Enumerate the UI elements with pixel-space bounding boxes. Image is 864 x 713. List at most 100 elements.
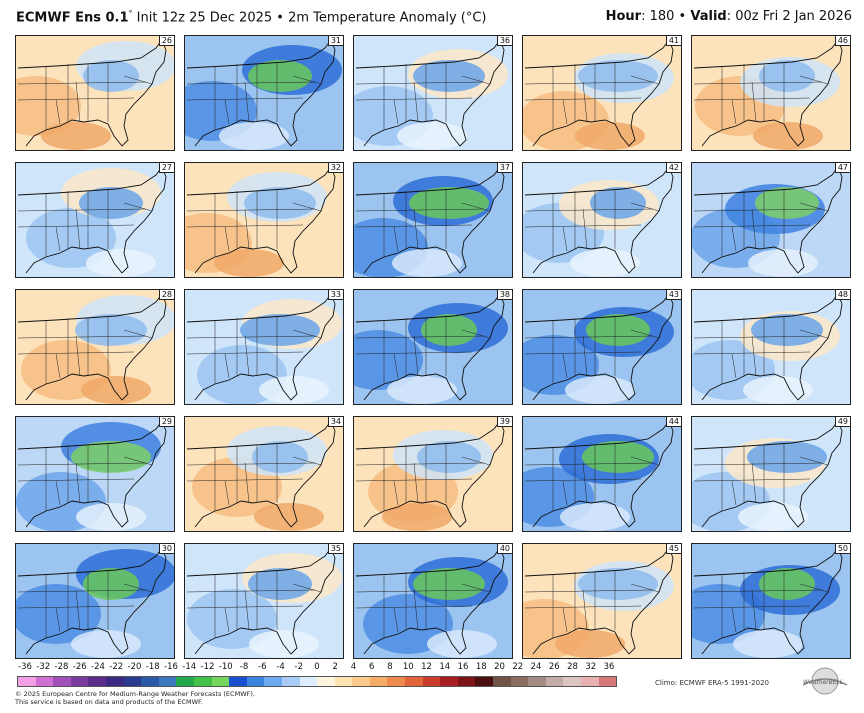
state-borders bbox=[17, 316, 153, 384]
member-number: 36 bbox=[496, 36, 512, 46]
anomaly-shading bbox=[83, 60, 139, 92]
coastline bbox=[693, 39, 843, 147]
anomaly-shading bbox=[249, 630, 319, 658]
colorbar-tick-label: -36 bbox=[18, 662, 32, 672]
anomaly-map bbox=[692, 544, 850, 658]
anomaly-shading bbox=[578, 568, 658, 600]
state-borders bbox=[186, 570, 322, 638]
colorbar-tick-label: 4 bbox=[350, 662, 357, 672]
member-number: 31 bbox=[327, 36, 343, 46]
state-borders bbox=[693, 443, 829, 511]
coastline bbox=[17, 39, 167, 147]
hour-label: Hour bbox=[605, 9, 642, 24]
coastline bbox=[17, 293, 167, 401]
colorbar-tick-label: 32 bbox=[585, 662, 597, 672]
colorbar-tick-label: -28 bbox=[54, 662, 69, 672]
anomaly-shading bbox=[578, 60, 658, 92]
anomaly-shading bbox=[248, 60, 312, 92]
ensemble-member-panel: 42 bbox=[522, 162, 682, 278]
anomaly-map bbox=[185, 290, 343, 404]
anomaly-map bbox=[185, 163, 343, 277]
colorbar-swatch bbox=[334, 677, 353, 686]
colorbar-swatch bbox=[281, 677, 300, 686]
anomaly-shading bbox=[387, 376, 457, 404]
state-borders bbox=[693, 189, 829, 257]
member-number: 34 bbox=[327, 417, 343, 427]
ensemble-member-panel: 48 bbox=[691, 289, 851, 405]
anomaly-map bbox=[16, 417, 174, 531]
member-number: 38 bbox=[496, 290, 512, 300]
degree-mark: ° bbox=[128, 9, 133, 18]
colorbar-tick-label: 0 bbox=[314, 662, 320, 672]
coastline bbox=[355, 547, 505, 655]
colorbar-swatch bbox=[563, 677, 581, 686]
anomaly-map bbox=[692, 36, 850, 150]
anomaly-map bbox=[692, 163, 850, 277]
anomaly-map bbox=[354, 417, 512, 531]
colorbar-swatch bbox=[440, 677, 458, 686]
coastline bbox=[17, 547, 167, 655]
ensemble-member-panel: 46 bbox=[691, 35, 851, 151]
ensemble-member-panel: 40 bbox=[353, 543, 513, 659]
anomaly-shading bbox=[354, 330, 423, 390]
colorbar-swatch bbox=[493, 677, 511, 686]
anomaly-map bbox=[523, 163, 681, 277]
anomaly-shading bbox=[259, 376, 329, 404]
anomaly-shading bbox=[187, 589, 277, 649]
colorbar-tick-label: 24 bbox=[530, 662, 542, 672]
member-number: 35 bbox=[327, 544, 343, 554]
colorbar-tick-label: -12 bbox=[200, 662, 215, 672]
ensemble-member-panel: 32 bbox=[184, 162, 344, 278]
colorbar-swatch bbox=[369, 677, 388, 686]
anomaly-shading bbox=[254, 503, 324, 531]
anomaly-shading bbox=[733, 630, 803, 658]
logo-text: WeatherBELL bbox=[803, 679, 843, 686]
colorbar-swatch bbox=[422, 677, 441, 686]
ensemble-member-panel: 29 bbox=[15, 416, 175, 532]
anomaly-shading bbox=[252, 441, 308, 473]
colorbar-swatch bbox=[475, 677, 494, 686]
colorbar-tick-label: -6 bbox=[258, 662, 267, 672]
anomaly-shading bbox=[71, 630, 141, 658]
anomaly-shading bbox=[586, 314, 650, 346]
anomaly-shading bbox=[41, 122, 111, 150]
anomaly-map bbox=[523, 417, 681, 531]
weatherbell-logo-icon: WeatherBELL bbox=[802, 667, 848, 695]
colorbar-swatch bbox=[211, 677, 230, 686]
coastline bbox=[693, 166, 843, 274]
ensemble-member-panel: 26 bbox=[15, 35, 175, 151]
member-number: 30 bbox=[158, 544, 174, 554]
colorbar-swatch bbox=[246, 677, 265, 686]
colorbar-swatch bbox=[264, 677, 282, 686]
colorbar-swatch bbox=[581, 677, 599, 686]
anomaly-shading bbox=[382, 503, 452, 531]
colorbar bbox=[17, 676, 617, 687]
colorbar-tick-label: -24 bbox=[91, 662, 105, 672]
colorbar-tick-label: -2 bbox=[294, 662, 303, 672]
ensemble-member-panel: 35 bbox=[184, 543, 344, 659]
coastline bbox=[524, 293, 674, 401]
member-number: 37 bbox=[496, 163, 512, 173]
colorbar-swatch bbox=[123, 677, 142, 686]
state-borders bbox=[693, 316, 829, 384]
anomaly-shading bbox=[409, 187, 489, 219]
state-borders bbox=[693, 62, 829, 130]
anomaly-shading bbox=[240, 314, 320, 346]
anomaly-map bbox=[354, 163, 512, 277]
anomaly-map bbox=[354, 36, 512, 150]
colorbar-swatch bbox=[528, 677, 546, 686]
colorbar-tick-label: -22 bbox=[109, 662, 124, 672]
anomaly-shading bbox=[759, 568, 815, 600]
coastline bbox=[693, 547, 843, 655]
coastline bbox=[524, 166, 674, 274]
coastline bbox=[355, 166, 505, 274]
anomaly-map bbox=[354, 544, 512, 658]
anomaly-shading bbox=[392, 249, 462, 277]
member-number: 39 bbox=[496, 417, 512, 427]
colorbar-swatch bbox=[53, 677, 71, 686]
anomaly-map bbox=[523, 290, 681, 404]
colorbar-tick-label: 10 bbox=[402, 662, 414, 672]
anomaly-map bbox=[523, 36, 681, 150]
anomaly-map bbox=[16, 163, 174, 277]
anomaly-shading bbox=[83, 568, 139, 600]
